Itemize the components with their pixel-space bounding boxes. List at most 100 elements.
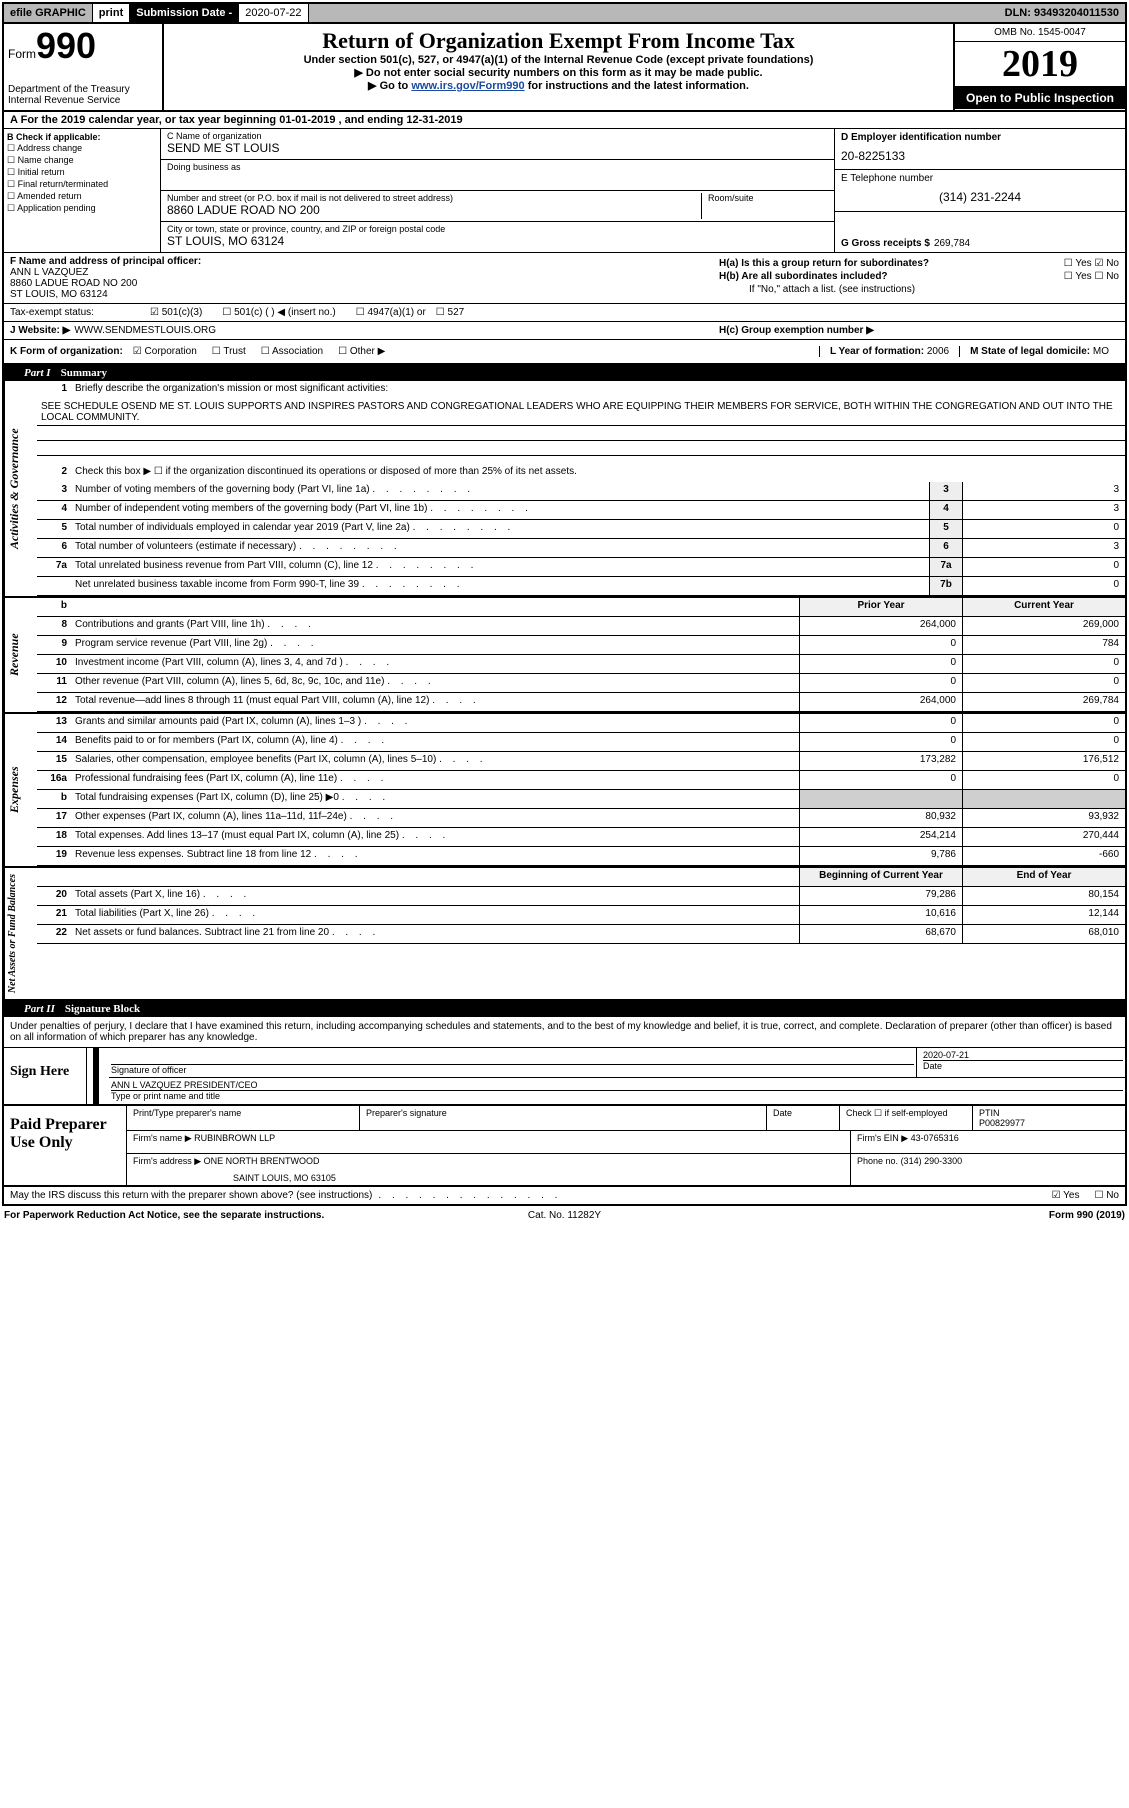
state-domicile: M State of legal domicile: MO	[959, 346, 1119, 357]
line-prior: 0	[799, 674, 962, 692]
street-row: Number and street (or P.O. box if mail i…	[161, 191, 834, 222]
mission-blank-3	[37, 456, 1125, 464]
part1-label: Part I	[14, 367, 61, 379]
checkbox-4947[interactable]: ☐ 4947(a)(1) or	[356, 307, 426, 318]
receipts-row: G Gross receipts $ 269,784	[835, 212, 1125, 252]
part2-header: Part II Signature Block	[4, 999, 1125, 1017]
line-desc: Total number of volunteers (estimate if …	[71, 539, 929, 557]
line-desc: Number of voting members of the governin…	[71, 482, 929, 500]
checkbox-final-return[interactable]: ☐ Final return/terminated	[7, 179, 157, 190]
self-employed-check[interactable]: Check ☐ if self-employed	[840, 1106, 973, 1130]
firm-name-cell: Firm's name ▶ RUBINBROWN LLP	[127, 1131, 851, 1153]
section-b: B Check if applicable: ☐ Address change …	[4, 129, 161, 252]
checkbox-trust[interactable]: ☐ Trust	[212, 346, 246, 357]
officer-addr1: 8860 LADUE ROAD NO 200	[10, 278, 707, 289]
line-desc: Program service revenue (Part VIII, line…	[71, 636, 799, 654]
org-name-label: C Name of organization	[167, 131, 828, 141]
top-bar: efile GRAPHIC print Submission Date - 20…	[4, 4, 1125, 24]
preparer-sig-label: Preparer's signature	[360, 1106, 767, 1130]
line-num: 14	[37, 733, 71, 751]
line-num: 13	[37, 714, 71, 732]
website-label: J Website: ▶	[10, 325, 70, 336]
period-prefix: A	[10, 114, 21, 126]
org-name-value: SEND ME ST LOUIS	[167, 141, 828, 155]
checkbox-address-change[interactable]: ☐ Address change	[7, 143, 157, 154]
line-current: 270,444	[962, 828, 1125, 846]
dln-value: DLN: 93493204011530	[999, 4, 1125, 22]
line-num: 8	[37, 617, 71, 635]
officer-label: F Name and address of principal officer:	[10, 256, 707, 267]
line-box: 3	[929, 482, 962, 500]
discuss-no[interactable]: ☐ No	[1094, 1190, 1119, 1201]
line-current: 269,784	[962, 693, 1125, 711]
website-row: J Website: ▶ WWW.SENDMESTLOUIS.ORG H(c) …	[4, 322, 1125, 340]
data-line: 17 Other expenses (Part IX, column (A), …	[37, 809, 1125, 828]
line-desc: Contributions and grants (Part VIII, lin…	[71, 617, 799, 635]
section-f-h-row: F Name and address of principal officer:…	[4, 253, 1125, 304]
line-prior: 9,786	[799, 847, 962, 865]
form-subtitle: Under section 501(c), 527, or 4947(a)(1)…	[168, 54, 949, 66]
form-title: Return of Organization Exempt From Incom…	[168, 28, 949, 54]
line-current: 0	[962, 674, 1125, 692]
line-num: 22	[37, 925, 71, 943]
line-desc: Investment income (Part VIII, column (A)…	[71, 655, 799, 673]
checkbox-association[interactable]: ☐ Association	[261, 346, 323, 357]
data-line: 10 Investment income (Part VIII, column …	[37, 655, 1125, 674]
line-current	[962, 790, 1125, 808]
line-current: 0	[962, 655, 1125, 673]
line-box: 6	[929, 539, 962, 557]
checkbox-501c3[interactable]: ☑ 501(c)(3)	[150, 307, 202, 318]
revenue-label: Revenue	[4, 598, 37, 712]
checkbox-corporation[interactable]: ☑ Corporation	[133, 346, 197, 357]
section-c: C Name of organization SEND ME ST LOUIS …	[161, 129, 834, 252]
line-current: 269,000	[962, 617, 1125, 635]
irs-link[interactable]: www.irs.gov/Form990	[411, 80, 524, 92]
line-2-num: 2	[37, 464, 71, 482]
checkbox-501c[interactable]: ☐ 501(c) ( ) ◀ (insert no.)	[222, 307, 335, 318]
discuss-yes[interactable]: ☑ Yes	[1052, 1190, 1080, 1201]
header-row: Form990 Department of the Treasury Inter…	[4, 24, 1125, 112]
discuss-text: May the IRS discuss this return with the…	[10, 1190, 372, 1201]
mission-blank-2	[37, 441, 1125, 456]
line-current: 0	[962, 733, 1125, 751]
checkbox-name-change[interactable]: ☐ Name change	[7, 155, 157, 166]
data-line: 19 Revenue less expenses. Subtract line …	[37, 847, 1125, 866]
org-name-row: C Name of organization SEND ME ST LOUIS	[161, 129, 834, 160]
data-line: 9 Program service revenue (Part VIII, li…	[37, 636, 1125, 655]
line-prior: 0	[799, 714, 962, 732]
k-label: K Form of organization:	[10, 346, 123, 357]
signature-cell: Signature of officer	[109, 1048, 916, 1077]
preparer-name-label: Print/Type preparer's name	[127, 1106, 360, 1130]
line-num: 17	[37, 809, 71, 827]
expenses-label: Expenses	[4, 714, 37, 866]
data-line: 22 Net assets or fund balances. Subtract…	[37, 925, 1125, 944]
firm-ein-cell: Firm's EIN ▶ 43-0765316	[851, 1131, 1125, 1153]
print-button[interactable]: print	[93, 4, 130, 22]
efile-label: efile GRAPHIC	[4, 4, 93, 22]
footer-catno: Cat. No. 11282Y	[378, 1210, 752, 1221]
line-value: 0	[962, 520, 1125, 538]
header-right: OMB No. 1545-0047 2019 Open to Public In…	[953, 24, 1125, 110]
section-h: H(a) Is this a group return for subordin…	[713, 253, 1125, 303]
line-prior: 173,282	[799, 752, 962, 770]
prior-year-header: Prior Year	[799, 598, 962, 616]
data-line: 14 Benefits paid to or for members (Part…	[37, 733, 1125, 752]
checkbox-initial-return[interactable]: ☐ Initial return	[7, 167, 157, 178]
year-formation: L Year of formation: 2006	[819, 346, 959, 357]
line-num: 7a	[37, 558, 71, 576]
line-current: 0	[962, 714, 1125, 732]
line-prior: 264,000	[799, 617, 962, 635]
line-box: 4	[929, 501, 962, 519]
data-line: 13 Grants and similar amounts paid (Part…	[37, 714, 1125, 733]
checkbox-amended-return[interactable]: ☐ Amended return	[7, 191, 157, 202]
activities-line: Net unrelated business taxable income fr…	[37, 577, 1125, 596]
note-ssn: ▶ Do not enter social security numbers o…	[168, 66, 949, 79]
checkbox-527[interactable]: ☐ 527	[436, 307, 464, 318]
checkbox-application-pending[interactable]: ☐ Application pending	[7, 203, 157, 214]
line-num: 21	[37, 906, 71, 924]
preparer-date-label: Date	[767, 1106, 840, 1130]
line-prior: 254,214	[799, 828, 962, 846]
checkbox-other[interactable]: ☐ Other ▶	[338, 346, 385, 357]
section-b-header: B Check if applicable:	[7, 132, 157, 142]
line-num: 11	[37, 674, 71, 692]
